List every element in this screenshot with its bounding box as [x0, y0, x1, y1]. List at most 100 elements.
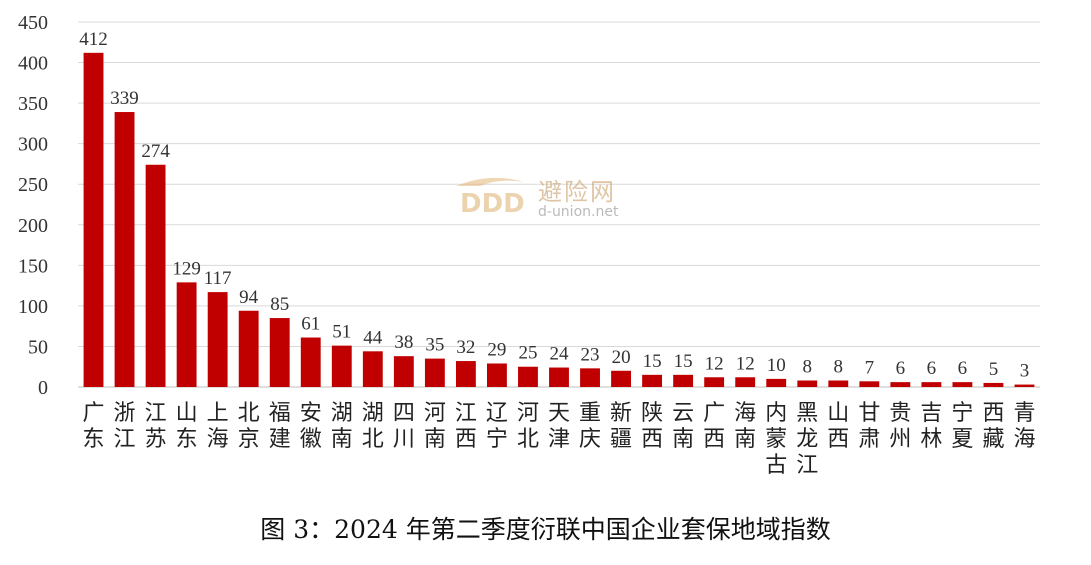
bar	[487, 363, 507, 387]
bar	[828, 380, 849, 387]
x-tick-label: 河南	[424, 401, 446, 452]
bar	[890, 382, 911, 387]
bar	[983, 382, 1004, 387]
data-label: 10	[767, 355, 786, 376]
bar	[114, 112, 135, 388]
data-label: 274	[141, 141, 170, 162]
bar	[580, 368, 600, 387]
data-label: 3	[1020, 361, 1030, 382]
data-label: 15	[674, 351, 693, 372]
bar	[1014, 384, 1035, 387]
figure-caption: 图 3：2024 年第二季度衍联中国企业套保地域指数	[260, 515, 831, 544]
x-tick-label: 辽宁	[486, 401, 508, 452]
x-tick-label: 海南	[734, 401, 756, 452]
x-tick-label: 上海	[207, 401, 229, 452]
bar	[300, 337, 321, 387]
data-label: 12	[736, 353, 755, 374]
x-tick-label: 吉林	[920, 401, 942, 452]
data-label: 5	[989, 359, 999, 380]
y-tick-label: 200	[18, 215, 48, 237]
bar	[673, 374, 694, 387]
data-label: 7	[865, 357, 875, 378]
x-tick-label: 广西	[703, 401, 725, 452]
bar	[704, 377, 725, 387]
bar	[518, 366, 538, 387]
data-label: 85	[270, 294, 289, 315]
data-label: 6	[958, 358, 968, 379]
bar	[952, 382, 973, 387]
data-label: 6	[927, 358, 937, 379]
x-tick-label: 西藏	[982, 401, 1004, 452]
bar	[549, 367, 569, 387]
data-label: 61	[301, 314, 320, 335]
bar	[424, 358, 445, 387]
x-tick-label: 广东	[83, 401, 105, 452]
data-label: 15	[643, 351, 662, 372]
watermark-brand: 避险网	[538, 178, 616, 206]
bar	[83, 52, 104, 387]
bar	[735, 377, 756, 387]
bar	[238, 310, 259, 387]
bar	[611, 370, 631, 387]
bar	[859, 381, 880, 387]
data-label: 23	[581, 344, 600, 365]
data-label: 38	[394, 332, 413, 353]
watermark-logo: DDD	[450, 168, 530, 222]
bar	[921, 382, 942, 387]
bar	[455, 361, 476, 387]
x-tick-label: 重庆	[579, 401, 601, 452]
x-tick-label: 浙江	[114, 401, 136, 452]
data-label: 8	[803, 357, 813, 378]
x-tick-label: 天津	[548, 401, 570, 452]
x-tick-label: 湖南	[331, 401, 353, 452]
bar	[766, 378, 787, 387]
x-tick-label: 新疆	[610, 401, 632, 452]
y-tick-label: 400	[18, 53, 48, 75]
x-tick-label: 云南	[672, 401, 694, 452]
data-label: 24	[550, 344, 570, 365]
x-tick-label: 安徽	[300, 401, 322, 452]
y-tick-label: 250	[18, 174, 48, 196]
y-tick-label: 0	[38, 377, 48, 399]
x-tick-label: 北京	[238, 401, 260, 452]
data-label: 35	[425, 335, 444, 356]
bar	[176, 282, 197, 387]
data-label: 32	[456, 337, 475, 358]
data-label: 117	[204, 268, 232, 289]
data-label: 94	[239, 287, 259, 308]
bar	[145, 164, 166, 387]
y-tick-label: 100	[18, 296, 48, 318]
x-tick-label: 内蒙古	[765, 401, 787, 478]
data-label: 129	[172, 258, 201, 279]
data-label: 44	[363, 327, 383, 348]
bar	[797, 380, 818, 387]
data-label: 20	[612, 347, 631, 368]
x-tick-label: 福建	[269, 401, 291, 452]
data-label: 29	[487, 339, 506, 360]
svg-text:DDD: DDD	[460, 189, 525, 219]
watermark-url: d-union.net	[538, 204, 619, 220]
x-tick-label: 山东	[176, 401, 198, 452]
bar-chart: 0 50 100 150 200 250 300 350 400 450 412 广东 339 浙江 274…	[18, 12, 1040, 478]
x-tick-label: 陕西	[641, 401, 663, 452]
data-label: 8	[834, 357, 844, 378]
x-tick-label: 江西	[455, 401, 477, 452]
bar	[642, 374, 663, 387]
data-label: 412	[79, 29, 108, 50]
y-tick-label: 350	[18, 93, 48, 115]
x-tick-label: 江苏	[145, 401, 167, 452]
x-tick-label: 湖北	[362, 401, 384, 452]
x-tick-label: 甘肃	[858, 401, 880, 452]
data-label: 6	[896, 358, 906, 379]
bar	[269, 318, 290, 387]
x-tick-label: 贵州	[889, 401, 911, 452]
bar	[207, 292, 228, 387]
y-tick-label: 50	[28, 336, 48, 358]
bar	[393, 356, 414, 387]
x-tick-label: 山西	[827, 401, 849, 452]
data-label: 25	[518, 343, 537, 364]
data-label: 51	[332, 322, 351, 343]
x-tick-label: 河北	[517, 401, 539, 452]
bar	[331, 345, 352, 387]
x-tick-label: 黑龙江	[796, 401, 818, 478]
